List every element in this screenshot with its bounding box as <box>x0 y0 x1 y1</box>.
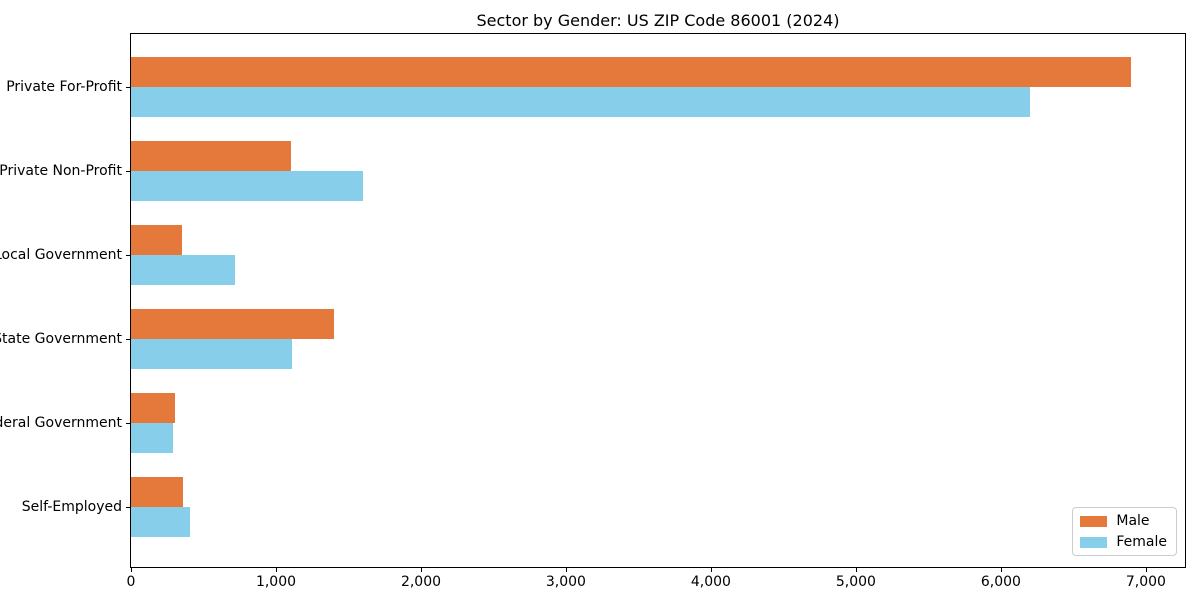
bar-female-state-government <box>131 339 292 369</box>
xtick-label-4000: 4,000 <box>690 574 731 590</box>
bar-male-private-for-profit <box>131 57 1132 87</box>
ytick-label-state-government: State Government <box>0 331 122 347</box>
ytick-mark-private-non-profit <box>126 171 130 172</box>
xtick-label-0: 0 <box>126 574 136 590</box>
ytick-mark-state-government <box>126 339 130 340</box>
xtick-mark-1000 <box>276 568 277 572</box>
xtick-mark-5000 <box>855 568 857 572</box>
ytick-mark-private-for-profit <box>126 87 130 88</box>
xtick-label-1000: 1,000 <box>255 574 297 590</box>
xtick-mark-2000 <box>421 568 422 572</box>
xtick-mark-3000 <box>565 568 567 572</box>
bar-female-federal-government <box>131 423 173 453</box>
bar-female-private-for-profit <box>131 87 1030 117</box>
bar-male-self-employed <box>131 477 184 507</box>
legend-item-male: Male <box>1080 513 1167 529</box>
bar-female-self-employed <box>131 507 191 537</box>
xtick-label-6000: 6,000 <box>980 574 1021 590</box>
legend: Male Female <box>1072 507 1177 556</box>
xtick-label-7000: 7,000 <box>1125 574 1166 590</box>
ytick-mark-local-government <box>126 255 130 256</box>
xtick-mark-0 <box>131 568 132 572</box>
xtick-label-5000: 5,000 <box>835 574 876 590</box>
legend-swatch-female-icon <box>1080 536 1108 548</box>
xtick-mark-6000 <box>1000 568 1002 572</box>
bar-female-private-non-profit <box>131 171 363 201</box>
legend-item-female: Female <box>1080 534 1167 550</box>
xtick-label-2000: 2,000 <box>400 574 442 590</box>
xtick-mark-7000 <box>1145 568 1147 572</box>
bar-male-local-government <box>131 225 182 255</box>
xtick-mark-4000 <box>710 568 712 572</box>
bar-female-local-government <box>131 255 236 285</box>
xtick-label-3000: 3,000 <box>545 574 586 590</box>
ytick-label-self-employed: Self-Employed <box>21 499 122 515</box>
bar-male-federal-government <box>131 393 176 423</box>
plot-area <box>130 33 1186 568</box>
bar-male-private-non-profit <box>131 141 291 171</box>
ytick-label-federal-government: Federal Government <box>0 415 122 431</box>
chart-title: Sector by Gender: US ZIP Code 86001 (202… <box>476 11 840 30</box>
ytick-label-private-non-profit: Private Non-Profit <box>0 163 122 179</box>
ytick-label-local-government: Local Government <box>0 247 122 263</box>
ytick-mark-self-employed <box>126 507 130 508</box>
bar-male-state-government <box>131 309 334 339</box>
legend-label-female: Female <box>1116 534 1167 550</box>
legend-swatch-male-icon <box>1080 515 1108 527</box>
ytick-mark-federal-government <box>126 423 130 424</box>
ytick-label-private-for-profit: Private For-Profit <box>6 79 122 95</box>
legend-label-male: Male <box>1116 513 1150 529</box>
